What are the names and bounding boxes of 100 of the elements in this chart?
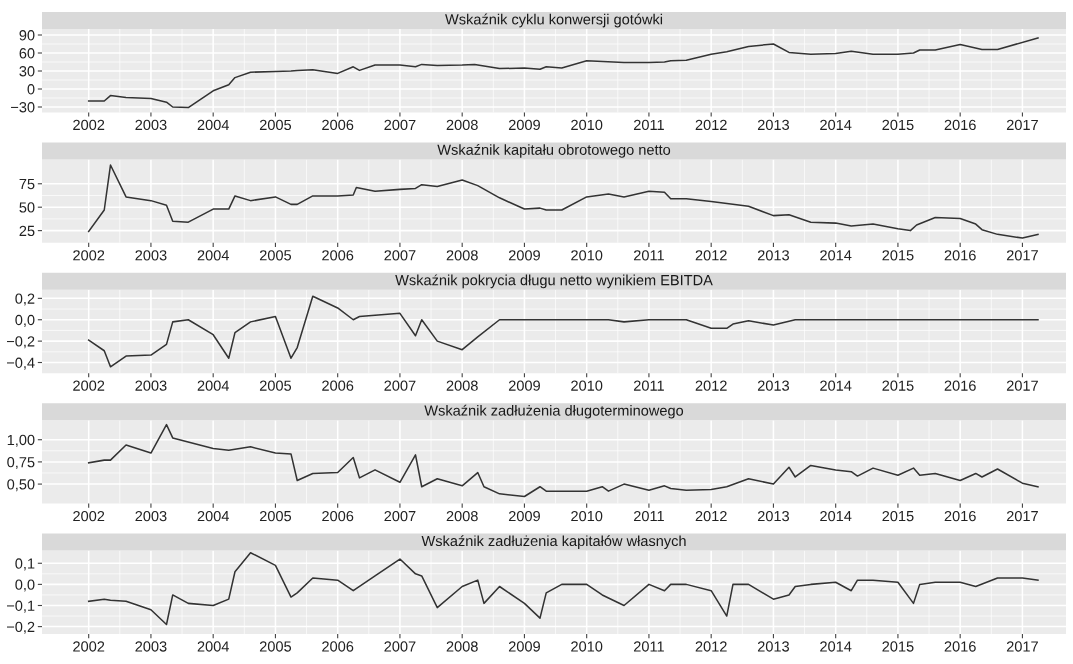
x-tick-label: 2007 [384, 250, 416, 261]
x-tick-label: 2013 [757, 380, 790, 391]
x-tick-label: 2017 [1006, 250, 1038, 261]
y-tick-label: −0,2 [6, 336, 35, 349]
y-tick-label: −0,4 [6, 357, 35, 370]
x-tick-label: 2012 [695, 119, 727, 131]
x-tick-label: 2006 [322, 641, 354, 652]
y-tick-label: 60 [19, 48, 35, 59]
chart-title: Wskaźnik cyklu konwersji gotówki [445, 13, 663, 28]
x-tick-label: 2013 [757, 250, 790, 261]
x-tick-label: 2003 [135, 510, 167, 522]
x-tick-label: 2008 [446, 641, 478, 652]
x-tick-label: 2010 [571, 119, 603, 131]
x-tick-label: 2008 [446, 250, 478, 261]
x-tick-label: 2006 [322, 380, 354, 391]
x-tick-label: 2015 [882, 380, 914, 391]
x-tick-label: 2013 [757, 119, 790, 131]
x-tick-label: 2005 [259, 380, 292, 391]
x-tick-label: 2012 [695, 380, 727, 391]
x-tick-label: 2015 [882, 641, 914, 652]
x-tick-label: 2002 [73, 119, 105, 131]
y-tick-label: 0,1 [15, 558, 35, 571]
x-tick-label: 2008 [446, 510, 478, 522]
y-tick-label: 75 [19, 179, 35, 190]
y-tick-label: −0,1 [6, 600, 35, 613]
x-tick-label: 2015 [882, 119, 914, 131]
y-tick-label: 1,00 [7, 434, 35, 447]
x-tick-label: 2015 [882, 250, 914, 261]
x-tick-label: 2006 [322, 119, 354, 131]
chart-title: Wskaźnik pokrycia długu netto wynikiem EBITDA [395, 274, 713, 289]
x-tick-label: 2017 [1006, 380, 1038, 391]
x-tick-label: 2014 [820, 119, 852, 131]
y-tick-label: 0,75 [7, 457, 35, 470]
x-tick-label: 2008 [446, 119, 478, 131]
x-tick-label: 2016 [944, 380, 976, 391]
x-tick-label: 2003 [135, 641, 167, 652]
y-tick-label: 0 [27, 84, 35, 95]
x-tick-label: 2007 [384, 380, 416, 391]
line-series [87, 37, 1039, 109]
x-tick-label: 2004 [197, 380, 229, 391]
x-tick-label: 2016 [944, 641, 976, 652]
x-tick-label: 2011 [633, 641, 664, 652]
x-tick-label: 2012 [695, 641, 727, 652]
chart-title: Wskaźnik zadłużenia długoterminowego [424, 404, 684, 419]
line-series [87, 295, 1039, 368]
x-tick-label: 2011 [633, 510, 664, 522]
x-tick-label: 2002 [73, 380, 105, 391]
x-tick-label: 2016 [944, 510, 976, 522]
x-tick-label: 2005 [259, 119, 292, 131]
chart-title: Wskaźnik kapitału obrotowego netto [437, 144, 671, 158]
y-tick-label: 50 [19, 202, 35, 213]
line-series [87, 423, 1039, 498]
y-tick-label: 90 [19, 30, 35, 41]
x-tick-label: 2012 [695, 250, 727, 261]
x-tick-label: 2006 [322, 510, 354, 522]
x-tick-label: 2016 [944, 119, 976, 131]
x-tick-label: 2011 [633, 250, 664, 261]
x-tick-label: 2003 [135, 119, 167, 131]
x-tick-label: 2007 [384, 641, 416, 652]
x-tick-label: 2009 [508, 380, 540, 391]
x-tick-label: 2007 [384, 510, 416, 522]
x-tick-label: 2007 [384, 119, 416, 131]
line-series [87, 164, 1039, 239]
x-tick-label: 2009 [508, 510, 540, 522]
x-tick-label: 2014 [820, 250, 852, 261]
x-tick-label: 2010 [571, 380, 603, 391]
x-tick-label: 2013 [757, 641, 790, 652]
x-tick-label: 2003 [135, 250, 167, 261]
x-tick-label: 2003 [135, 380, 167, 391]
x-tick-label: 2004 [197, 510, 229, 522]
x-tick-label: 2010 [571, 250, 603, 261]
x-tick-label: 2002 [73, 250, 105, 261]
x-tick-label: 2016 [944, 250, 976, 261]
x-tick-label: 2004 [197, 641, 229, 652]
x-tick-label: 2004 [197, 250, 229, 261]
x-tick-label: 2004 [197, 119, 229, 131]
x-tick-label: 2011 [633, 119, 664, 131]
chart-title: Wskaźnik zadłużenia kapitałów własnych [421, 535, 686, 549]
y-tick-label: 25 [19, 225, 35, 237]
x-tick-label: 2017 [1006, 119, 1038, 131]
x-tick-label: 2009 [508, 250, 540, 261]
y-tick-label: 0,0 [15, 579, 35, 592]
x-tick-label: 2005 [259, 250, 292, 261]
y-tick-label: 30 [19, 66, 35, 77]
x-tick-label: 2013 [757, 510, 790, 522]
y-tick-label: −30 [11, 102, 35, 113]
line-series [87, 551, 1039, 626]
x-tick-label: 2017 [1006, 641, 1038, 652]
x-tick-label: 2002 [73, 510, 105, 522]
y-tick-label: 0,2 [15, 293, 35, 306]
y-tick-label: 0,50 [7, 479, 35, 492]
x-tick-label: 2014 [820, 641, 852, 652]
x-tick-label: 2014 [820, 510, 852, 522]
x-tick-label: 2015 [882, 510, 914, 522]
x-tick-label: 2014 [820, 380, 852, 391]
x-tick-label: 2012 [695, 510, 727, 522]
x-tick-label: 2006 [322, 250, 354, 261]
y-tick-label: 0,0 [15, 314, 35, 327]
x-tick-label: 2009 [508, 641, 540, 652]
x-tick-label: 2002 [73, 641, 105, 652]
